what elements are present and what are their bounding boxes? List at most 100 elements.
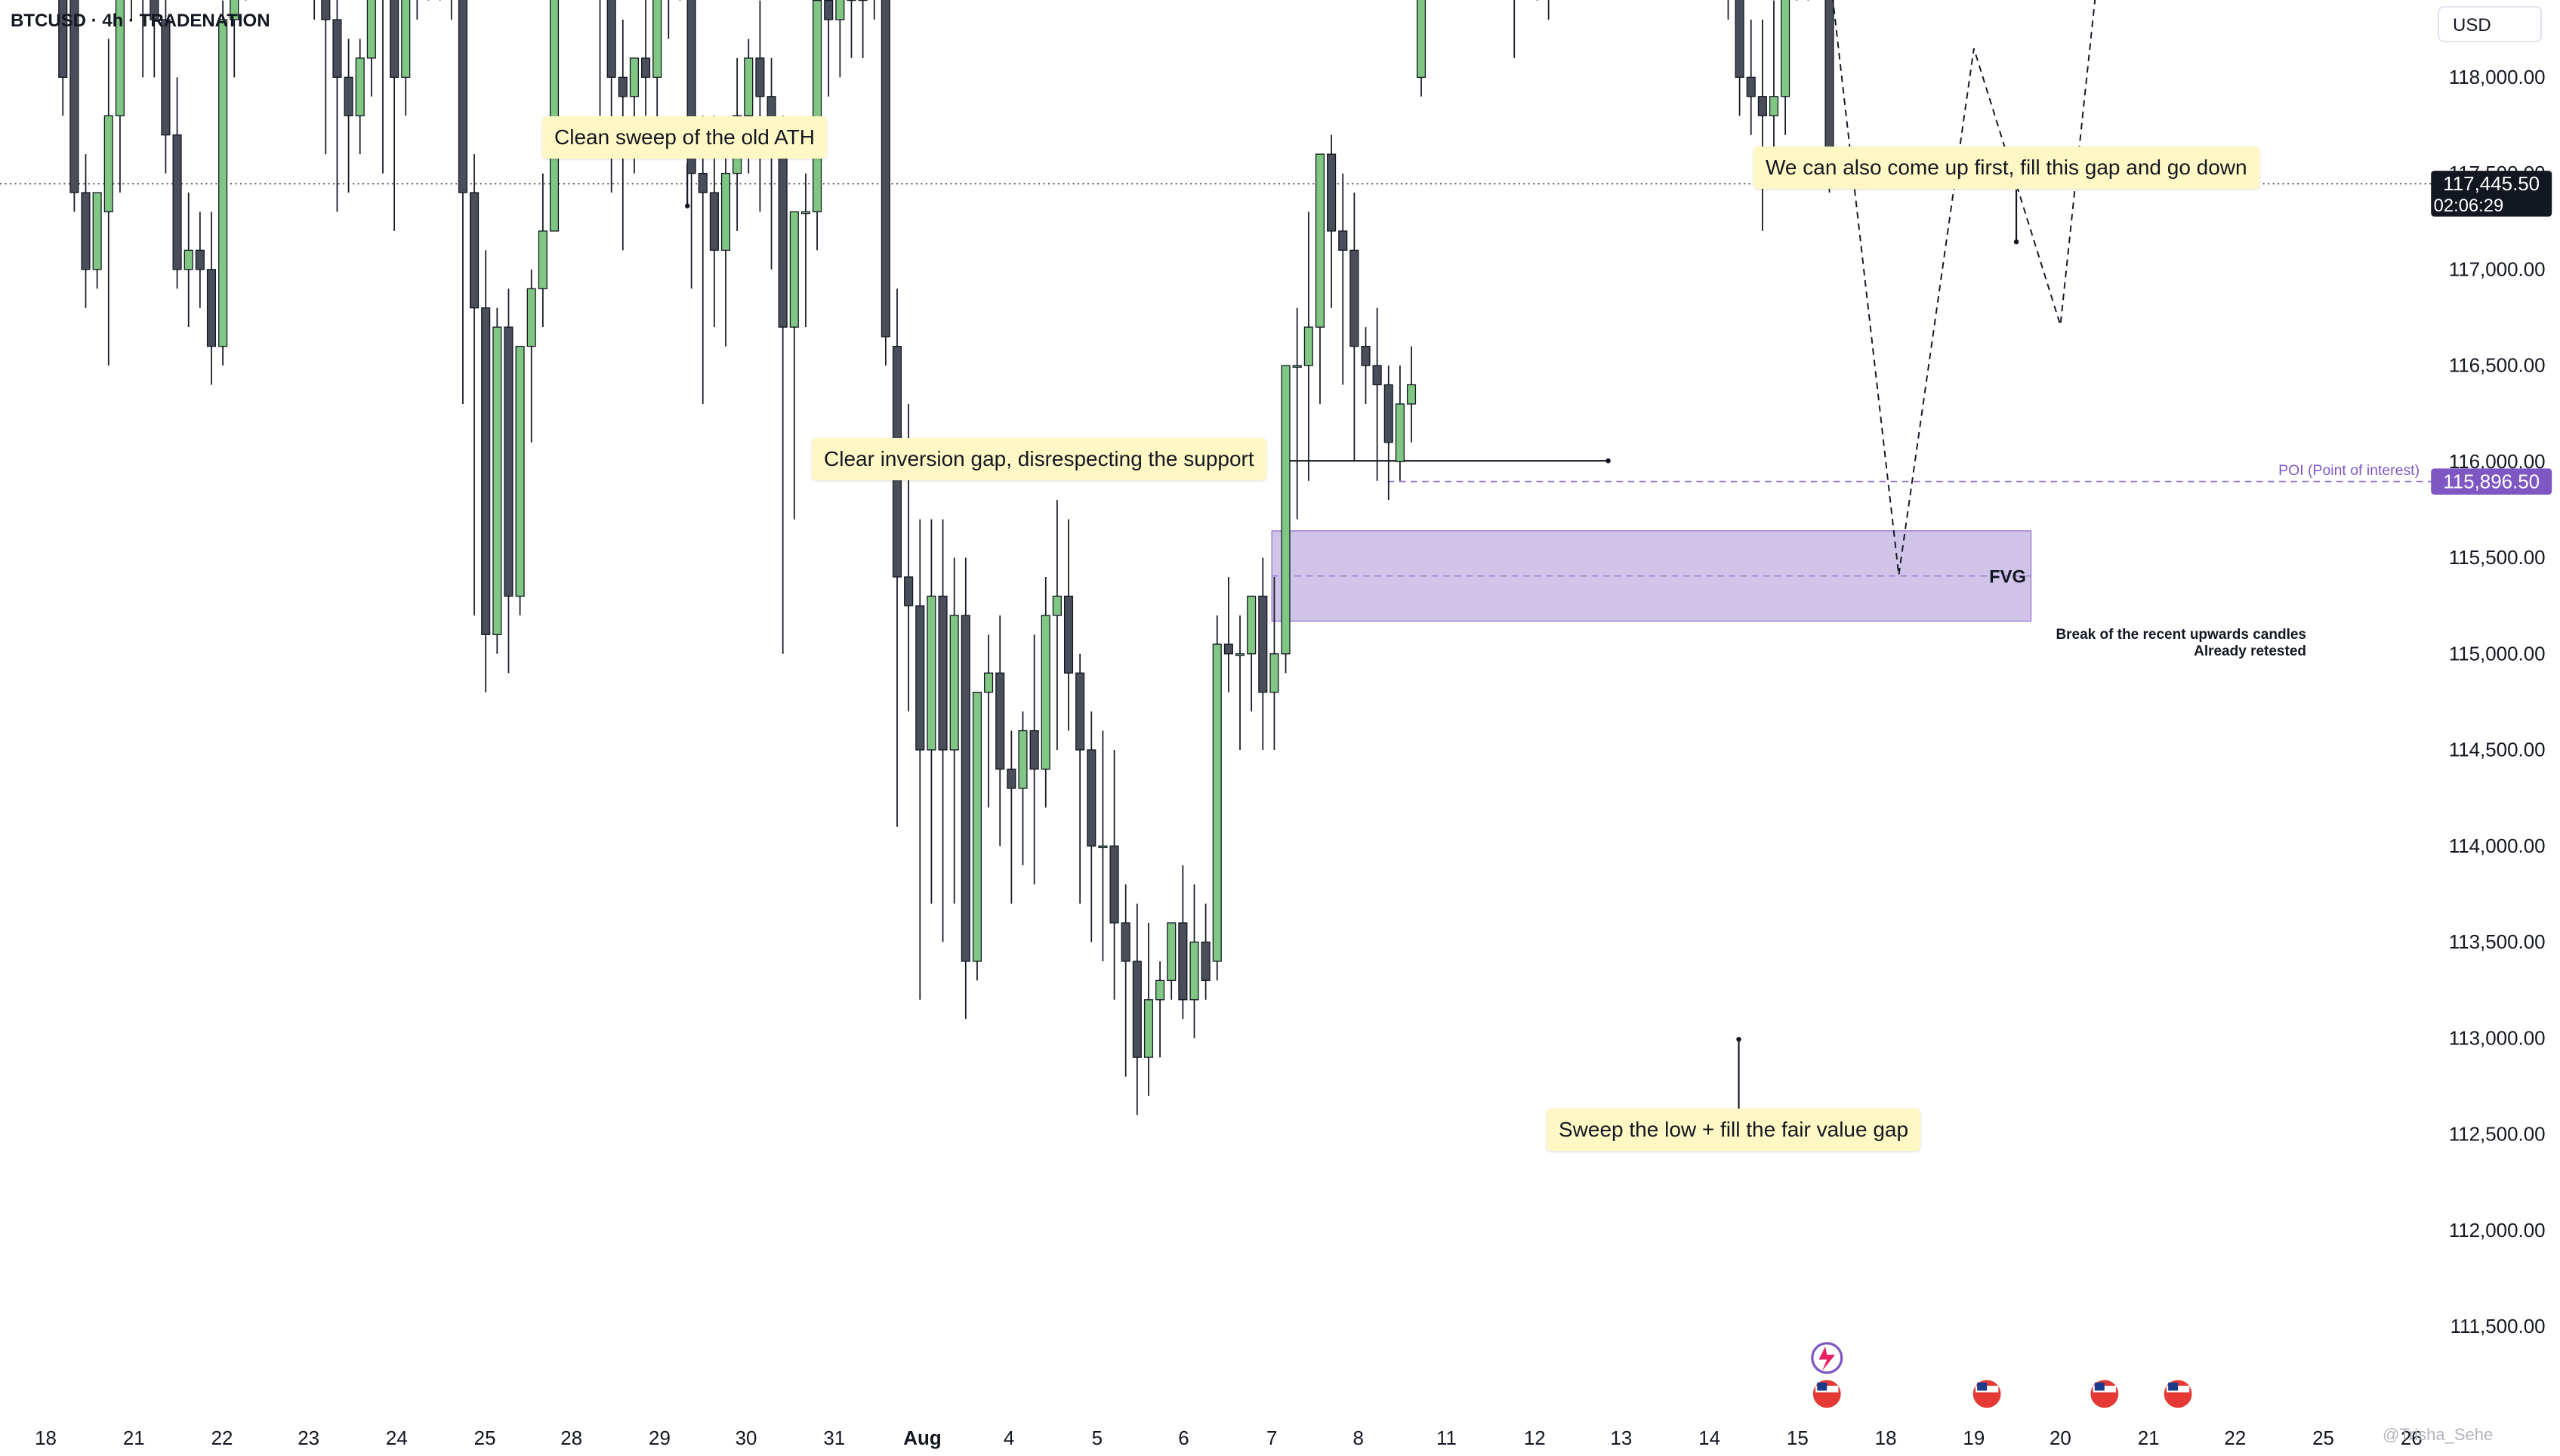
candle-116 (1327, 134, 1337, 308)
candle-body (1132, 961, 1142, 1058)
candle-body (92, 192, 102, 270)
poi-price-value: 115,896.50 (2443, 471, 2540, 492)
candle-98 (1121, 884, 1130, 1077)
candle-body (1087, 749, 1096, 847)
candle-body (1178, 922, 1188, 1001)
candle-body (1155, 979, 1165, 1001)
last-price-tag (2431, 171, 2552, 217)
candle-body (744, 57, 754, 116)
author-watermark: @Trisha_Sehe (2383, 1425, 2494, 1444)
us-flag-icon-0 (1811, 1378, 1843, 1410)
candle-83 (949, 557, 959, 904)
candle-body (938, 595, 948, 751)
y-tick-label-5: 114,000.00 (2449, 836, 2546, 857)
candle-100 (1143, 923, 1154, 1097)
note-gap-up[interactable]: We can also come up first, fill this gap… (1753, 147, 2259, 189)
x-tick-label-4: 24 (386, 1428, 408, 1449)
event-bolt (1818, 1346, 1836, 1371)
candle-body (1372, 365, 1382, 386)
candle-135 (1547, 0, 1550, 20)
candle-41 (470, 154, 480, 615)
candle-20 (230, 0, 239, 78)
x-tick-label-12: 5 (1092, 1428, 1103, 1449)
x-tick-label-9: 31 (823, 1428, 845, 1449)
candle-body (332, 19, 342, 78)
candle-body (1109, 845, 1119, 924)
candle-body (1395, 403, 1405, 462)
candle-114 (1303, 211, 1313, 481)
currency-selector[interactable]: USD (2438, 6, 2542, 42)
candle-body (195, 249, 205, 270)
candle-body (641, 57, 651, 78)
candle-body (1121, 922, 1130, 962)
note-ath[interactable]: Clean sweep of the old ATH (542, 116, 828, 159)
x-tick-label-14: 7 (1266, 1428, 1277, 1449)
candle-101 (1155, 961, 1165, 1058)
candle-body (1029, 730, 1039, 770)
candle-87 (995, 615, 1005, 847)
note-inversion[interactable]: Clear inversion gap, disrespecting the s… (812, 438, 1266, 480)
candle-106 (1212, 615, 1222, 981)
note-break[interactable]: Break of the recent upwards candles Alre… (1979, 627, 2306, 660)
candle-43 (492, 307, 502, 654)
x-axis[interactable]: 18 21 22 23 24 25 28 29 30 31 Aug 4 5 6 7 8 11 12 13 14 15 18… (35, 1428, 2423, 1449)
candle-body (1406, 384, 1417, 405)
x-tick-label-13: 6 (1178, 1428, 1189, 1449)
candle-body (606, 0, 616, 78)
candle-body (824, 0, 834, 20)
candle-27 (313, 0, 316, 20)
zone-label-2: FVG (1989, 566, 2026, 587)
candle-80 (915, 519, 925, 1000)
candle-120 (1372, 307, 1382, 481)
candle-56 (641, 0, 651, 116)
x-tick-label-18: 13 (1610, 1428, 1632, 1449)
note-break-line1: Break of the recent upwards candles (2056, 627, 2306, 643)
y-axis[interactable]: 111,500.00 112,000.00 112,500.00 113,000.00… (2447, 0, 2546, 1337)
y-tick-label-2: 112,500.00 (2449, 1124, 2546, 1146)
candle-body (492, 326, 502, 635)
candle-31 (355, 39, 365, 155)
candle-body (1292, 365, 1302, 368)
candle-118 (1349, 193, 1359, 462)
candle-body (858, 0, 868, 2)
candle-body (1018, 730, 1028, 789)
x-tick-label-27: 26 (2401, 1428, 2423, 1449)
candle-110 (1258, 557, 1268, 750)
candle-body (709, 192, 719, 251)
candle-body (69, 0, 79, 193)
candle-body (1769, 96, 1779, 116)
x-tick-label-3: 23 (298, 1428, 319, 1449)
candle-body (995, 672, 1005, 770)
candle-body (1315, 153, 1325, 328)
candle-body (1303, 326, 1313, 366)
candle-10 (115, 0, 125, 193)
candle-44 (504, 288, 514, 674)
candle-52 (599, 0, 601, 116)
candle-body (344, 76, 353, 116)
candle-93 (1063, 519, 1074, 731)
candle-body (1281, 365, 1291, 655)
candle-body (1235, 653, 1245, 656)
event-lightning-icon (1811, 1342, 1843, 1374)
candle-47 (538, 173, 547, 328)
candle-102 (1167, 922, 1177, 1000)
candle-7 (81, 154, 91, 308)
note-sweep[interactable]: Sweep the low + fill the fair value gap (1547, 1109, 1921, 1151)
candle-48 (549, 0, 560, 232)
candle-115 (1315, 153, 1325, 404)
candle-body (230, 0, 239, 20)
event-icons[interactable] (1811, 1342, 2194, 1410)
candle-96 (1098, 730, 1108, 961)
x-tick-label-1: 21 (123, 1428, 145, 1449)
candle-119 (1361, 327, 1371, 404)
candle-81 (927, 519, 936, 904)
candle-body (150, 0, 159, 20)
candle-37 (427, 0, 430, 1)
candle-body (1189, 941, 1199, 1001)
candle-123 (1406, 346, 1417, 443)
candle-107 (1223, 576, 1233, 693)
candle-body (1746, 76, 1756, 97)
candle-body (526, 288, 536, 347)
